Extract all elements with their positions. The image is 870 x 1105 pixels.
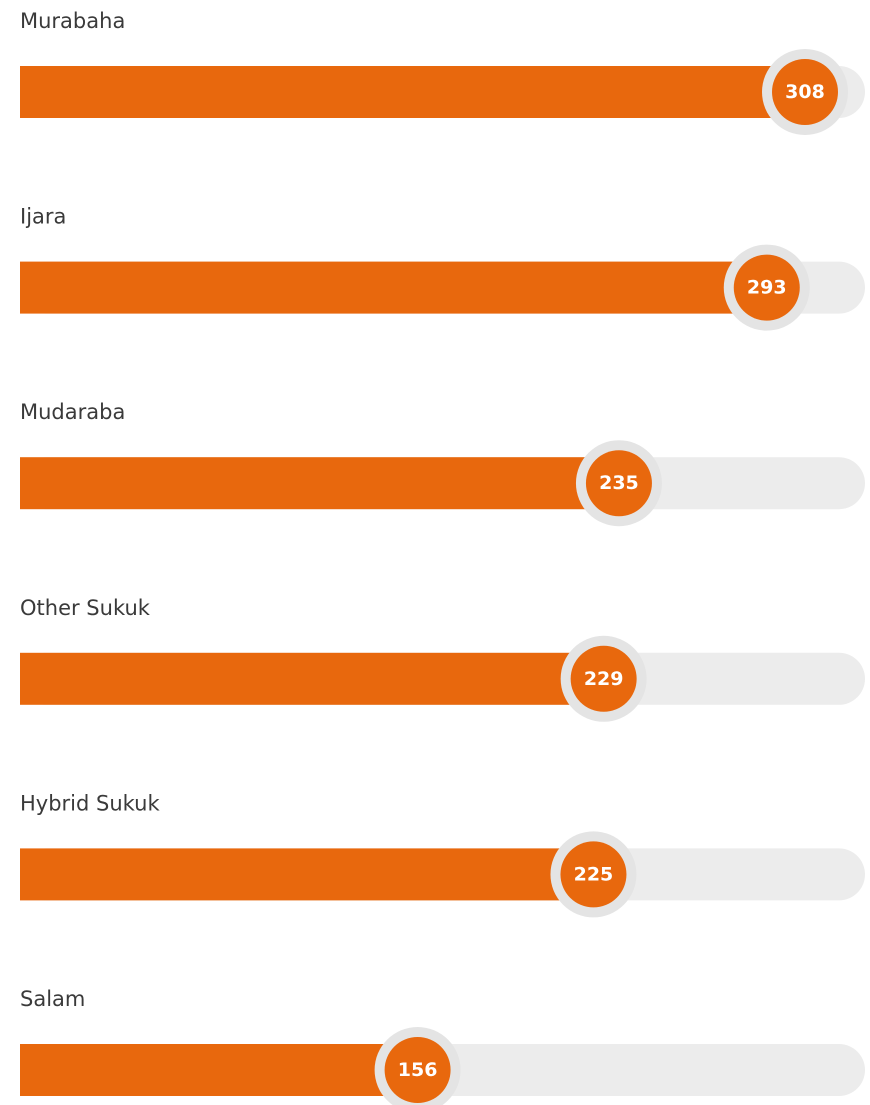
value-badge — [733, 254, 800, 321]
category-label: Murabaha — [20, 9, 125, 33]
value-label: 235 — [599, 472, 639, 494]
value-label: 308 — [785, 81, 825, 103]
value-label: 229 — [584, 668, 624, 690]
value-badge — [772, 59, 838, 125]
value-label: 293 — [747, 277, 787, 299]
value-badge — [570, 645, 637, 712]
value-label: 225 — [574, 863, 614, 885]
category-label: Salam — [20, 987, 85, 1011]
category-label: Other Sukuk — [20, 596, 151, 620]
category-label: Mudaraba — [20, 400, 125, 424]
bar — [20, 848, 594, 901]
value-label: 156 — [398, 1059, 438, 1081]
value-badge — [384, 1037, 451, 1103]
bar — [20, 66, 805, 118]
value-badge — [585, 450, 652, 517]
value-badge — [560, 841, 627, 908]
bar — [20, 457, 619, 510]
bar — [20, 261, 767, 314]
category-label: Ijara — [20, 205, 66, 229]
bar — [20, 1044, 418, 1096]
bar — [20, 652, 604, 705]
category-label: Hybrid Sukuk — [20, 791, 160, 815]
